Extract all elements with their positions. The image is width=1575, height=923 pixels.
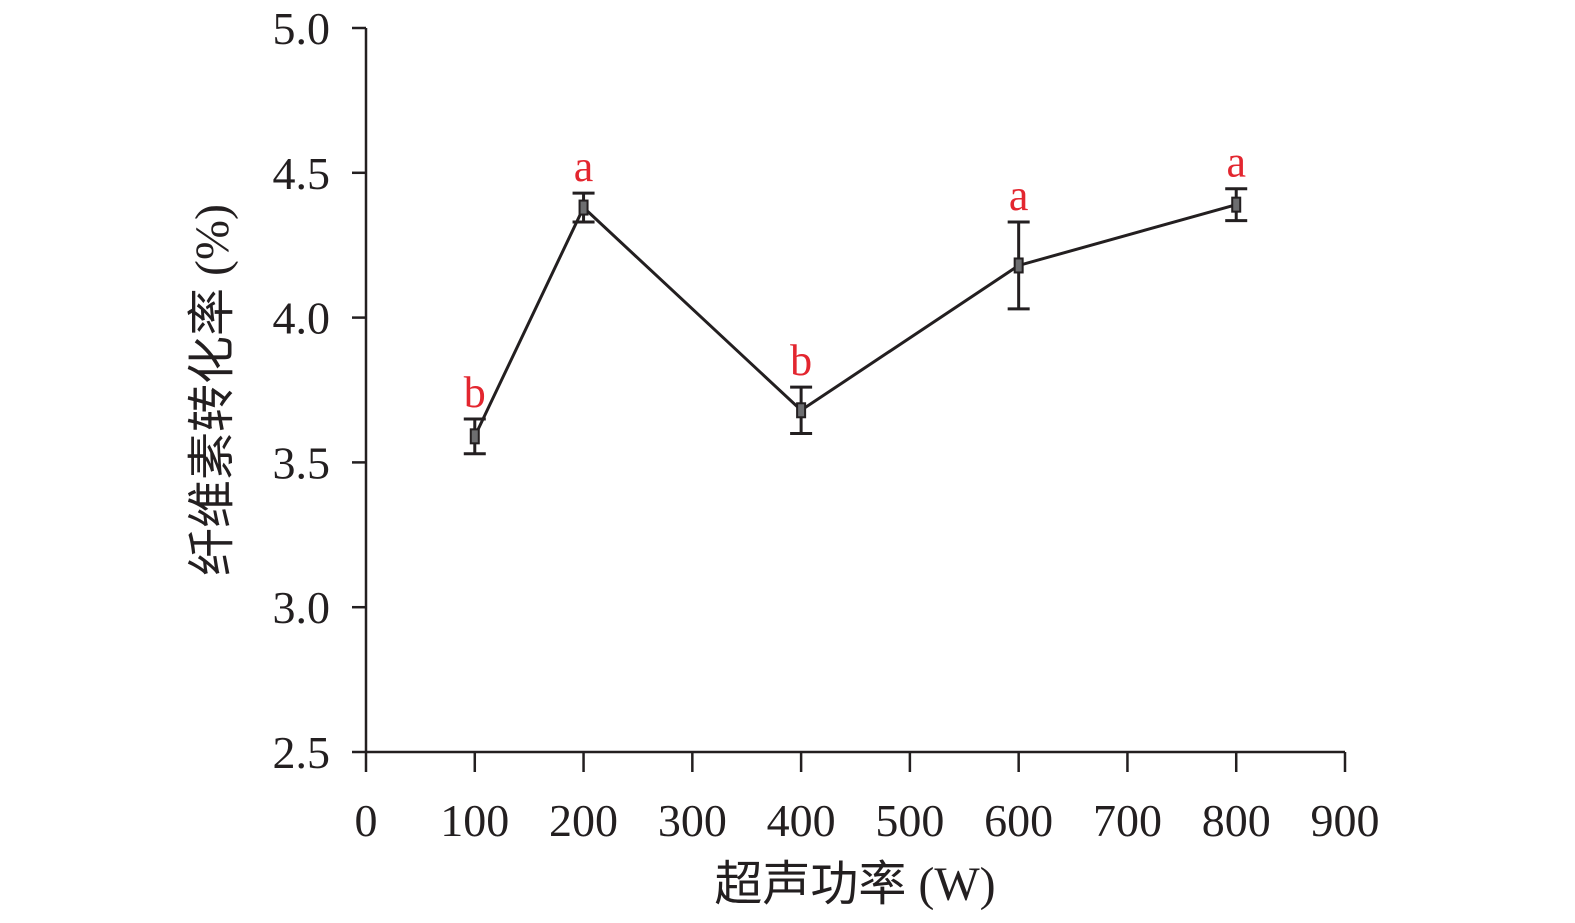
data-marks: b a b a a <box>463 138 1248 456</box>
axes: 2.5 3.0 3.5 4.0 4.5 5.0 0 100 200 300 400 500 600 700… <box>273 3 1380 846</box>
series-line <box>473 203 1237 437</box>
x-tick-label: 0 <box>355 795 378 846</box>
data-point <box>796 402 807 419</box>
x-tick-label: 800 <box>1202 795 1271 846</box>
x-tick-label: 100 <box>440 795 509 846</box>
significance-label: a <box>1009 171 1029 220</box>
x-tick-label: 400 <box>767 795 836 846</box>
data-point <box>1231 196 1242 213</box>
x-tick-label: 600 <box>984 795 1053 846</box>
y-tick-label: 2.5 <box>273 727 331 778</box>
y-tick-label: 3.5 <box>273 437 331 488</box>
x-tick-label: 500 <box>875 795 944 846</box>
x-tick-label: 700 <box>1093 795 1162 846</box>
data-point <box>469 428 480 445</box>
data-point <box>1013 257 1024 274</box>
x-tick-label: 200 <box>549 795 618 846</box>
x-axis-label: 超声功率 (W) <box>714 858 995 911</box>
significance-label: a <box>1226 138 1246 187</box>
y-tick-label: 4.0 <box>273 293 331 344</box>
significance-label: a <box>574 142 594 191</box>
significance-label: b <box>790 336 812 385</box>
y-tick-label: 3.0 <box>273 582 331 633</box>
x-tick-label: 900 <box>1311 795 1380 846</box>
y-tick-label: 4.5 <box>273 148 331 199</box>
significance-label: b <box>464 368 486 417</box>
y-tick-label: 5.0 <box>273 3 331 54</box>
x-tick-label: 300 <box>658 795 727 846</box>
data-point <box>578 199 589 216</box>
y-axis-label: 纤维素转化率 (%) <box>186 204 239 576</box>
